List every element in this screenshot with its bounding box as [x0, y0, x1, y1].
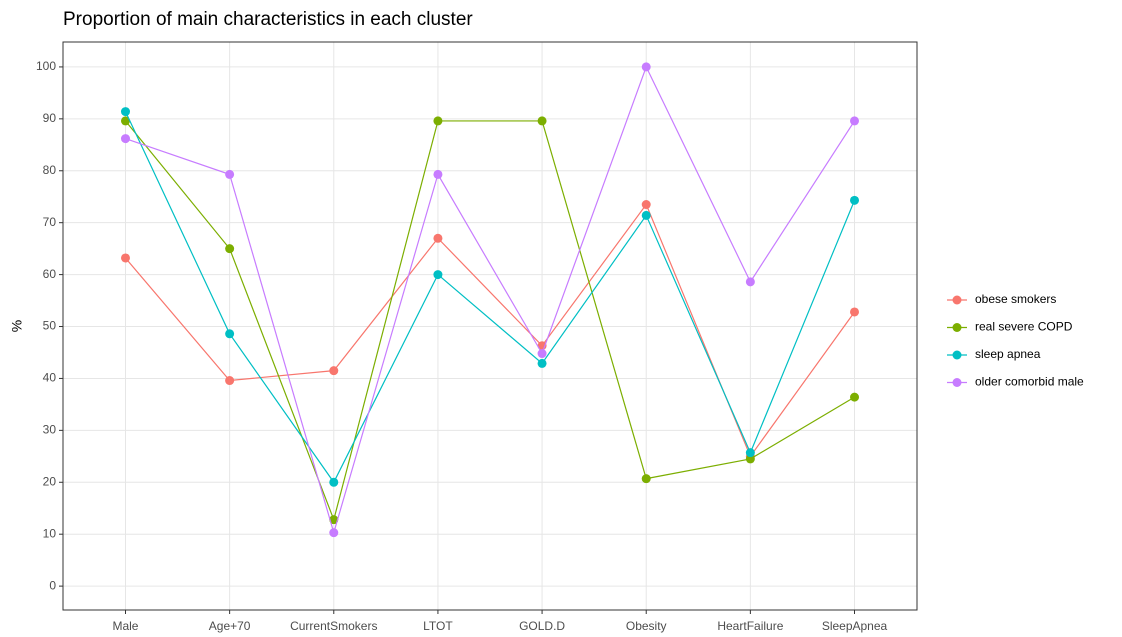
x-tick-label: SleepApnea	[822, 619, 888, 633]
point	[850, 392, 860, 402]
legend-key-point	[952, 295, 962, 305]
point	[745, 277, 755, 287]
series-line	[125, 203, 855, 458]
legend-label: real severe COPD	[975, 320, 1073, 334]
point	[537, 358, 547, 368]
x-tick-label: CurrentSmokers	[290, 619, 377, 633]
x-tick-label: Male	[112, 619, 138, 633]
y-tick-label: 30	[43, 423, 57, 437]
point	[329, 515, 339, 525]
point	[120, 134, 130, 144]
x-tick-label: GOLD.D	[519, 619, 565, 633]
point	[850, 307, 860, 317]
point	[745, 448, 755, 458]
legend-key-point	[952, 323, 962, 332]
point	[120, 107, 130, 117]
point	[433, 169, 443, 179]
point	[433, 270, 443, 280]
point	[641, 62, 651, 72]
y-tick-label: 20	[43, 474, 57, 488]
point	[433, 233, 443, 243]
y-tick-label: 80	[43, 163, 57, 177]
legend-label: sleep apnea	[975, 347, 1041, 361]
point	[433, 116, 443, 126]
y-tick-label: 0	[49, 578, 56, 592]
point	[537, 116, 547, 126]
y-tick-label: 70	[43, 215, 57, 229]
point	[120, 253, 130, 263]
x-tick-label: Age+70	[209, 619, 251, 633]
point	[641, 474, 651, 484]
point	[225, 376, 235, 386]
y-tick-label: 90	[43, 111, 57, 125]
point	[225, 329, 235, 339]
point	[850, 195, 860, 205]
y-tick-label: 60	[43, 267, 57, 281]
legend-key-point	[952, 378, 962, 387]
chart-title: Proportion of main characteristics in ea…	[63, 9, 473, 30]
y-axis-title: %	[9, 320, 25, 332]
point	[329, 366, 339, 376]
point	[850, 116, 860, 126]
point	[329, 528, 339, 538]
y-tick-label: 50	[43, 319, 57, 333]
series-line	[125, 65, 856, 535]
series-line	[124, 111, 856, 484]
y-tick-label: 10	[43, 526, 57, 540]
y-tick-label: 100	[36, 59, 56, 73]
point	[745, 454, 755, 464]
y-tick-label: 40	[43, 371, 57, 385]
x-tick-label: LTOT	[423, 619, 453, 633]
point	[225, 169, 235, 179]
x-tick-label: Obesity	[626, 619, 667, 633]
point	[329, 477, 339, 487]
legend-key-point	[952, 350, 962, 360]
legend-label: older comorbid male	[975, 375, 1084, 389]
x-tick-label: HeartFailure	[717, 619, 783, 633]
point	[537, 349, 547, 359]
plot-border	[62, 41, 918, 611]
point	[641, 210, 651, 220]
point	[120, 116, 130, 126]
series-line	[125, 120, 855, 522]
point	[641, 200, 651, 210]
point	[225, 244, 235, 254]
legend-label: obese smokers	[975, 292, 1056, 306]
